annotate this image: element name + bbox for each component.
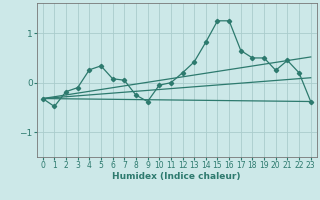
X-axis label: Humidex (Indice chaleur): Humidex (Indice chaleur) [112,172,241,181]
